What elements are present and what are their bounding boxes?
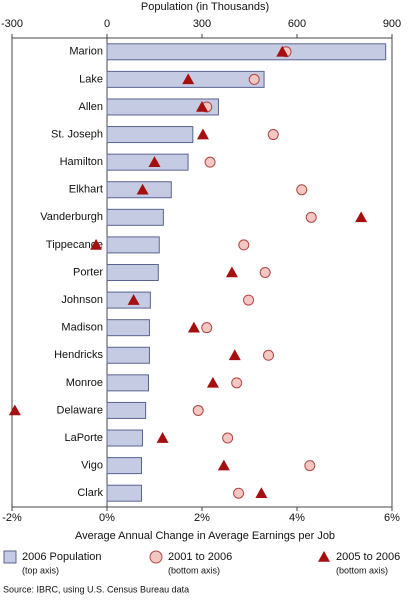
bar (106, 319, 150, 337)
legend-swatch (3, 550, 17, 564)
dot (233, 487, 245, 499)
category-label: Johnson (61, 294, 103, 306)
bottom-tick-label: -2% (2, 512, 22, 524)
category-label: Hamilton (60, 156, 103, 168)
dot (238, 239, 250, 251)
top-axis-label: Population (in Thousands) (141, 1, 269, 13)
triangle (90, 238, 103, 250)
legend-note: (top axis) (22, 565, 59, 575)
dot (305, 211, 317, 223)
triangle (136, 183, 149, 195)
bar (106, 43, 387, 61)
category-label: Vigo (81, 460, 103, 472)
category-label: Madison (61, 322, 103, 334)
triangle (355, 211, 368, 223)
triangle (187, 321, 200, 333)
bar (106, 236, 160, 254)
triangle (196, 100, 208, 112)
triangle (255, 487, 268, 499)
dot (222, 432, 234, 444)
legend-label: 2006 Population (22, 551, 102, 563)
triangle (148, 156, 161, 167)
category-label: Allen (79, 101, 103, 113)
category-label: Elkhart (69, 184, 103, 196)
triangle (217, 459, 230, 471)
top-tick-label: 0 (104, 18, 110, 30)
source: Source: IBRC, using U.S. Census Bureau d… (3, 584, 189, 594)
legend-label: 2001 to 2006 (168, 551, 232, 563)
bar (106, 374, 149, 392)
dot (263, 349, 274, 361)
bar (106, 401, 147, 419)
dot (201, 322, 213, 334)
dot (296, 184, 308, 196)
category-label: Clark (77, 487, 103, 499)
triangle (127, 294, 140, 305)
bottom-tick-label: 0% (99, 512, 115, 524)
top-tick-label: 300 (193, 18, 211, 30)
bar (106, 457, 143, 475)
dot (248, 73, 260, 85)
legend-swatch (149, 550, 163, 564)
top-tick-label: 900 (383, 18, 401, 30)
dot (192, 404, 204, 416)
triangle (196, 128, 209, 140)
triangle (206, 376, 219, 388)
category-label: Hendricks (54, 349, 103, 361)
category-label: LaPorte (64, 432, 103, 444)
top-tick-label: -300 (1, 18, 23, 30)
legend-swatch (318, 551, 330, 562)
legend-note: (bottom axis) (336, 565, 388, 575)
triangle (276, 45, 289, 57)
triangle (225, 266, 238, 278)
bar (106, 264, 159, 281)
bar (106, 98, 219, 116)
bar (106, 153, 189, 171)
bar (106, 346, 150, 364)
bottom-axis-label: Average Annual Change in Average Earning… (75, 530, 335, 542)
top-tick-label: 600 (288, 18, 306, 30)
dot (304, 460, 316, 472)
bar (106, 208, 164, 226)
bottom-tick-label: 4% (289, 512, 305, 524)
category-label: Porter (73, 266, 103, 278)
category-label: Lake (79, 73, 103, 85)
category-label: Marion (69, 46, 103, 58)
triangle (8, 404, 21, 416)
bottom-tick-label: 6% (384, 512, 400, 524)
category-label: Delaware (57, 404, 103, 416)
bar (106, 291, 151, 309)
bar (106, 484, 143, 502)
dot (243, 294, 255, 306)
dot (259, 267, 271, 278)
category-label: Monroe (66, 377, 103, 389)
category-label: Tippecanoe (46, 239, 103, 251)
dot (231, 377, 243, 389)
triangle (156, 432, 169, 443)
category-label: Vanderburgh (40, 211, 103, 223)
triangle (182, 73, 195, 85)
triangle (228, 349, 241, 361)
bottom-tick-label: 2% (194, 512, 210, 524)
category-label: St. Joseph (51, 128, 103, 140)
bar (106, 429, 143, 447)
bar (106, 126, 194, 144)
bar (106, 181, 172, 199)
dot (267, 129, 279, 141)
legend-label: 2005 to 2006 (336, 551, 400, 563)
dot (204, 156, 216, 168)
legend-note: (bottom axis) (168, 565, 220, 575)
